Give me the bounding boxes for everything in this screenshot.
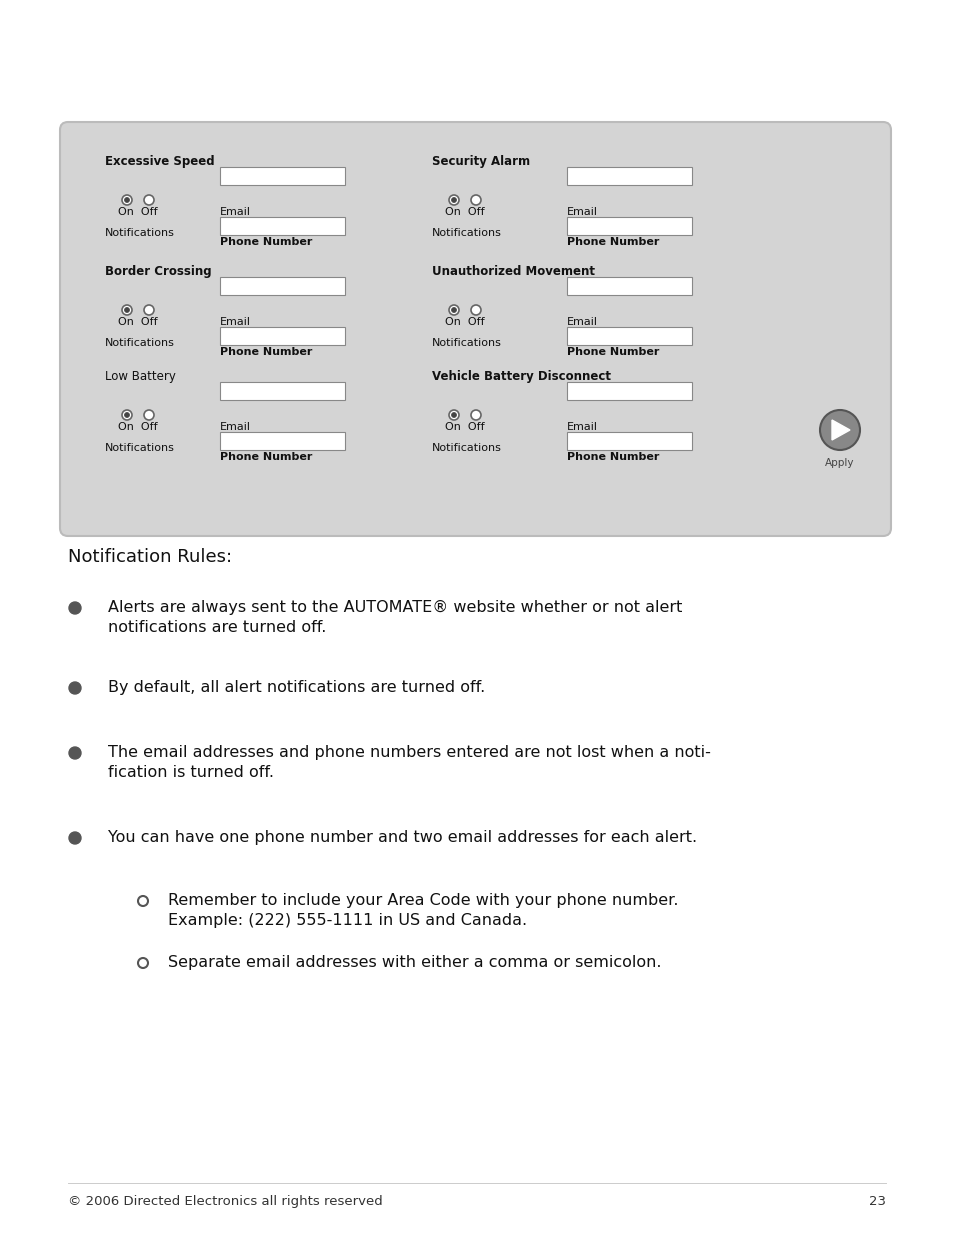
- Circle shape: [449, 305, 458, 315]
- Text: Phone Number: Phone Number: [566, 237, 659, 247]
- Text: Notification Rules:: Notification Rules:: [68, 548, 232, 566]
- Text: You can have one phone number and two email addresses for each alert.: You can have one phone number and two em…: [108, 830, 697, 845]
- Circle shape: [451, 198, 456, 203]
- Text: Phone Number: Phone Number: [566, 452, 659, 462]
- Circle shape: [144, 305, 153, 315]
- Circle shape: [125, 198, 130, 203]
- Text: Security Alarm: Security Alarm: [432, 156, 530, 168]
- Bar: [220, 432, 345, 450]
- Text: Notifications: Notifications: [105, 443, 174, 453]
- Bar: [220, 327, 345, 345]
- Circle shape: [451, 308, 456, 312]
- Text: © 2006 Directed Electronics all rights reserved: © 2006 Directed Electronics all rights r…: [68, 1195, 382, 1208]
- Text: Phone Number: Phone Number: [566, 347, 659, 357]
- Bar: [566, 327, 691, 345]
- Text: By default, all alert notifications are turned off.: By default, all alert notifications are …: [108, 680, 485, 695]
- Bar: [566, 167, 691, 185]
- Bar: [566, 277, 691, 295]
- Circle shape: [69, 747, 81, 760]
- Circle shape: [471, 305, 480, 315]
- Text: Apply: Apply: [824, 458, 854, 468]
- Text: Border Crossing: Border Crossing: [105, 266, 212, 278]
- Text: Separate email addresses with either a comma or semicolon.: Separate email addresses with either a c…: [168, 955, 660, 969]
- Text: Email: Email: [566, 207, 598, 217]
- Circle shape: [125, 412, 130, 417]
- Polygon shape: [831, 420, 849, 440]
- Text: On  Off: On Off: [118, 317, 157, 327]
- Text: On  Off: On Off: [444, 317, 484, 327]
- Text: Low Battery: Low Battery: [105, 370, 175, 383]
- Text: Notifications: Notifications: [432, 338, 501, 348]
- Text: Email: Email: [220, 422, 251, 432]
- Text: Notifications: Notifications: [105, 338, 174, 348]
- Text: Email: Email: [566, 422, 598, 432]
- Circle shape: [69, 682, 81, 694]
- FancyBboxPatch shape: [60, 122, 890, 536]
- Text: Excessive Speed: Excessive Speed: [105, 156, 214, 168]
- Circle shape: [69, 601, 81, 614]
- Text: Email: Email: [566, 317, 598, 327]
- Text: On  Off: On Off: [444, 422, 484, 432]
- Circle shape: [144, 195, 153, 205]
- Circle shape: [471, 195, 480, 205]
- Text: Notifications: Notifications: [432, 228, 501, 238]
- Circle shape: [122, 305, 132, 315]
- Circle shape: [471, 410, 480, 420]
- Circle shape: [451, 412, 456, 417]
- Text: Email: Email: [220, 317, 251, 327]
- Bar: [220, 217, 345, 235]
- Text: Vehicle Battery Disconnect: Vehicle Battery Disconnect: [432, 370, 610, 383]
- Text: Phone Number: Phone Number: [220, 347, 312, 357]
- Circle shape: [69, 832, 81, 844]
- Text: Remember to include your Area Code with your phone number.
Example: (222) 555-11: Remember to include your Area Code with …: [168, 893, 678, 929]
- Circle shape: [122, 195, 132, 205]
- Circle shape: [125, 308, 130, 312]
- Text: Phone Number: Phone Number: [220, 237, 312, 247]
- Circle shape: [449, 410, 458, 420]
- Text: On  Off: On Off: [118, 422, 157, 432]
- Text: Email: Email: [220, 207, 251, 217]
- Text: On  Off: On Off: [118, 207, 157, 217]
- Text: Unauthorized Movement: Unauthorized Movement: [432, 266, 595, 278]
- Text: Alerts are always sent to the AUTOMATE® website whether or not alert
notificatio: Alerts are always sent to the AUTOMATE® …: [108, 600, 681, 636]
- Circle shape: [122, 410, 132, 420]
- Bar: [566, 432, 691, 450]
- Circle shape: [449, 195, 458, 205]
- Text: On  Off: On Off: [444, 207, 484, 217]
- Text: The email addresses and phone numbers entered are not lost when a noti-
fication: The email addresses and phone numbers en…: [108, 745, 710, 781]
- Circle shape: [820, 410, 859, 450]
- Bar: [566, 217, 691, 235]
- Text: 23: 23: [868, 1195, 885, 1208]
- Bar: [220, 277, 345, 295]
- Bar: [566, 382, 691, 400]
- Bar: [220, 167, 345, 185]
- Text: Notifications: Notifications: [432, 443, 501, 453]
- Text: Notifications: Notifications: [105, 228, 174, 238]
- Text: Phone Number: Phone Number: [220, 452, 312, 462]
- Circle shape: [144, 410, 153, 420]
- Bar: [220, 382, 345, 400]
